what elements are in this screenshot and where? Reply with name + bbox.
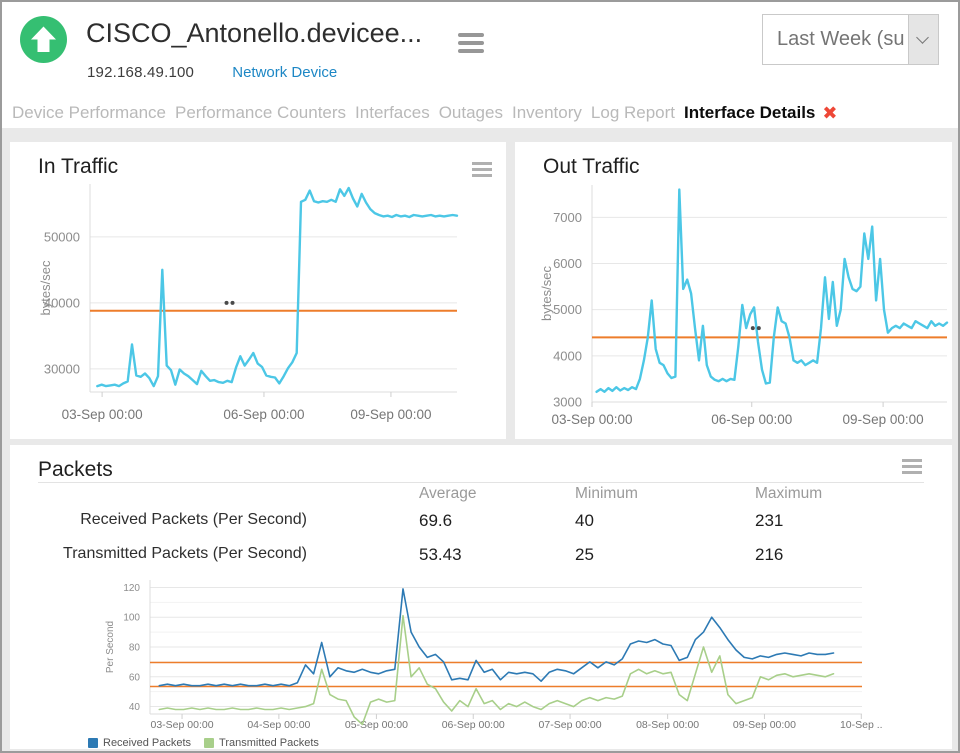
tab-interfaces[interactable]: Interfaces <box>355 103 430 122</box>
in-traffic-title: In Traffic <box>38 155 119 178</box>
svg-text:4000: 4000 <box>553 348 582 363</box>
svg-text:Per Second: Per Second <box>105 621 116 673</box>
svg-text:05-Sep 00:00: 05-Sep 00:00 <box>345 719 408 731</box>
tab-device-performance[interactable]: Device Performance <box>12 103 167 122</box>
svg-text:bytes/sec: bytes/sec <box>38 260 53 315</box>
svg-text:09-Sep 00:00: 09-Sep 00:00 <box>843 412 924 427</box>
device-status-up-icon <box>20 16 67 63</box>
row-label-transmitted: Transmitted Packets (Per Second) <box>63 545 307 562</box>
dashboard-body: In Traffic 50000 40000 30000 03-Sep 00:00 06… <box>2 128 958 751</box>
svg-text:40: 40 <box>129 702 141 713</box>
packets-title: Packets <box>38 458 113 481</box>
out-traffic-chart: 7000 6000 5000 4000 3000 03-Sep 00:00 06-Sep 0… <box>539 185 949 427</box>
device-subline: 192.168.49.100 Network Device <box>87 64 337 81</box>
svg-text:bytes/sec: bytes/sec <box>539 266 554 321</box>
packets-legend: Received Packets Transmitted Packets <box>88 737 319 749</box>
tab-inventory[interactable]: Inventory <box>511 103 582 122</box>
period-select-arrow-box[interactable] <box>908 15 938 64</box>
out-traffic-title: Out Traffic <box>543 155 640 178</box>
svg-text:30000: 30000 <box>44 361 80 376</box>
svg-text:03-Sep 00:00: 03-Sep 00:00 <box>151 719 214 731</box>
transmitted-legend-swatch <box>204 738 215 748</box>
svg-text:06-Sep 00:00: 06-Sep 00:00 <box>442 719 505 731</box>
svg-text:10-Sep ..: 10-Sep .. <box>840 719 883 731</box>
svg-text:3000: 3000 <box>553 395 582 410</box>
svg-text:04-Sep 00:00: 04-Sep 00:00 <box>247 719 310 731</box>
svg-text:03-Sep 00:00: 03-Sep 00:00 <box>62 407 143 422</box>
in-traffic-panel: In Traffic 50000 40000 30000 03-Sep 00:00 06… <box>10 142 506 439</box>
tab-log-report[interactable]: Log Report <box>590 103 676 122</box>
svg-text:80: 80 <box>129 643 141 654</box>
period-select[interactable]: Last Week (su <box>762 14 939 65</box>
svg-text:50000: 50000 <box>44 229 80 244</box>
out-traffic-panel: Out Traffic 7000 6000 5000 4000 3000 03-Sep 0… <box>515 142 952 439</box>
device-type-link[interactable]: Network Device <box>232 64 338 81</box>
device-title: CISCO_Antonello.devicee... <box>86 18 423 48</box>
svg-text:40000: 40000 <box>44 295 80 310</box>
svg-text:7000: 7000 <box>553 210 582 225</box>
svg-text:5000: 5000 <box>553 302 582 317</box>
packets-menu-icon[interactable] <box>902 459 922 477</box>
transmitted-minimum: 25 <box>575 545 594 564</box>
tab-performance-counters[interactable]: Performance Counters <box>175 103 347 122</box>
svg-text:06-Sep 00:00: 06-Sep 00:00 <box>223 407 304 422</box>
tab-interface-details[interactable]: Interface Details <box>684 103 816 122</box>
packets-panel: Packets Average Minimum Maximum Received… <box>10 445 952 749</box>
transmitted-average: 53.43 <box>419 545 462 564</box>
in-traffic-menu-icon[interactable] <box>472 162 492 180</box>
tab-outages[interactable]: Outages <box>438 103 503 122</box>
device-header: CISCO_Antonello.devicee... 192.168.49.10… <box>2 2 958 98</box>
svg-text:06-Sep 00:00: 06-Sep 00:00 <box>711 412 792 427</box>
column-header-average: Average <box>419 485 477 502</box>
received-legend-label: Received Packets <box>103 737 192 749</box>
svg-text:09-Sep 00:00: 09-Sep 00:00 <box>733 719 796 731</box>
up-arrow-icon <box>31 26 56 52</box>
svg-text:09-Sep 00:00: 09-Sep 00:00 <box>350 407 431 422</box>
transmitted-legend-label: Transmitted Packets <box>219 737 319 749</box>
svg-text:120: 120 <box>123 583 140 594</box>
svg-text:08-Sep 00:00: 08-Sep 00:00 <box>636 719 699 731</box>
column-header-maximum: Maximum <box>755 485 823 502</box>
device-ip: 192.168.49.100 <box>87 64 195 81</box>
device-menu-icon[interactable] <box>458 33 484 57</box>
svg-text:6000: 6000 <box>553 256 582 271</box>
received-maximum: 231 <box>755 511 784 530</box>
svg-text:100: 100 <box>123 613 140 624</box>
packets-title-separator <box>38 482 924 483</box>
packets-chart: 120 100 80 60 40 03-Sep 00:00 04-Sep 00:00 05-S… <box>105 580 883 731</box>
close-tab-icon[interactable]: ✖ <box>822 103 838 123</box>
column-header-minimum: Minimum <box>575 485 638 502</box>
received-minimum: 40 <box>575 511 594 530</box>
svg-text:03-Sep 00:00: 03-Sep 00:00 <box>551 412 632 427</box>
tab-bar: Device Performance Performance Counters In… <box>2 98 958 128</box>
in-traffic-chart: 50000 40000 30000 03-Sep 00:00 06-Sep 00:00 0… <box>38 184 459 422</box>
period-select-value: Last Week (su <box>777 28 905 50</box>
received-average: 69.6 <box>419 511 453 530</box>
svg-text:07-Sep 00:00: 07-Sep 00:00 <box>539 719 602 731</box>
row-label-received: Received Packets (Per Second) <box>80 511 307 528</box>
chevron-down-icon <box>916 31 929 44</box>
transmitted-maximum: 216 <box>755 545 784 564</box>
received-legend-swatch <box>88 738 98 748</box>
svg-text:60: 60 <box>129 672 141 683</box>
